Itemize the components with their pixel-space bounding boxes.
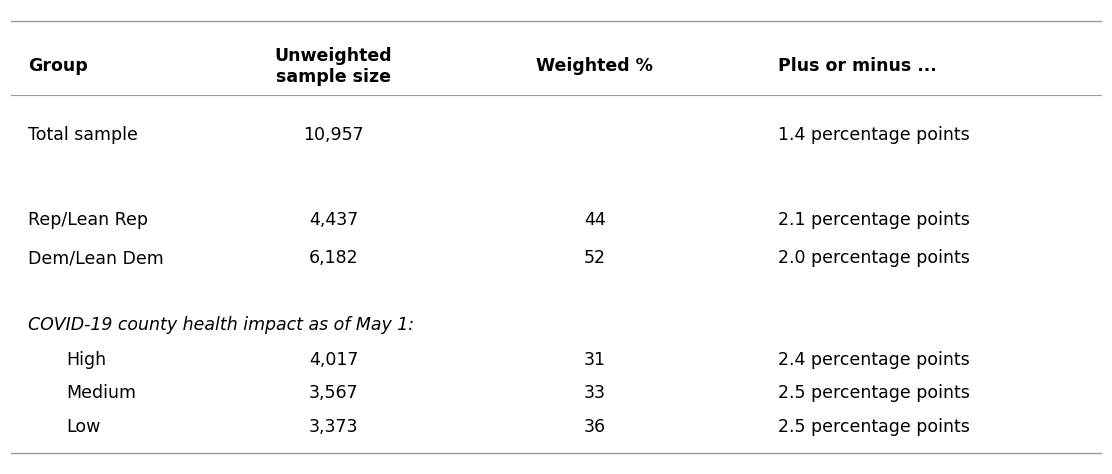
Text: 44: 44 <box>584 211 606 229</box>
Text: 3,373: 3,373 <box>309 418 358 436</box>
Text: 52: 52 <box>584 249 606 267</box>
Text: 1.4 percentage points: 1.4 percentage points <box>778 126 970 144</box>
Text: 10,957: 10,957 <box>304 126 364 144</box>
Text: 2.5 percentage points: 2.5 percentage points <box>778 384 971 402</box>
Text: 2.1 percentage points: 2.1 percentage points <box>778 211 971 229</box>
Text: 4,437: 4,437 <box>309 211 358 229</box>
Text: 6,182: 6,182 <box>309 249 358 267</box>
Text: Group: Group <box>28 57 88 75</box>
Text: Low: Low <box>67 418 101 436</box>
Text: 2.0 percentage points: 2.0 percentage points <box>778 249 971 267</box>
Text: Dem/Lean Dem: Dem/Lean Dem <box>28 249 163 267</box>
Text: 3,567: 3,567 <box>309 384 358 402</box>
Text: High: High <box>67 351 107 369</box>
Text: 4,017: 4,017 <box>309 351 358 369</box>
Text: 33: 33 <box>584 384 606 402</box>
Text: COVID-19 county health impact as of May 1:: COVID-19 county health impact as of May … <box>28 316 414 334</box>
Text: 31: 31 <box>584 351 606 369</box>
Text: 2.5 percentage points: 2.5 percentage points <box>778 418 971 436</box>
Text: Weighted %: Weighted % <box>536 57 654 75</box>
Text: Rep/Lean Rep: Rep/Lean Rep <box>28 211 148 229</box>
Text: Medium: Medium <box>67 384 137 402</box>
Text: 2.4 percentage points: 2.4 percentage points <box>778 351 970 369</box>
Text: 36: 36 <box>584 418 606 436</box>
Text: Unweighted
sample size: Unweighted sample size <box>275 46 393 86</box>
Text: Total sample: Total sample <box>28 126 138 144</box>
Text: Plus or minus ...: Plus or minus ... <box>778 57 937 75</box>
